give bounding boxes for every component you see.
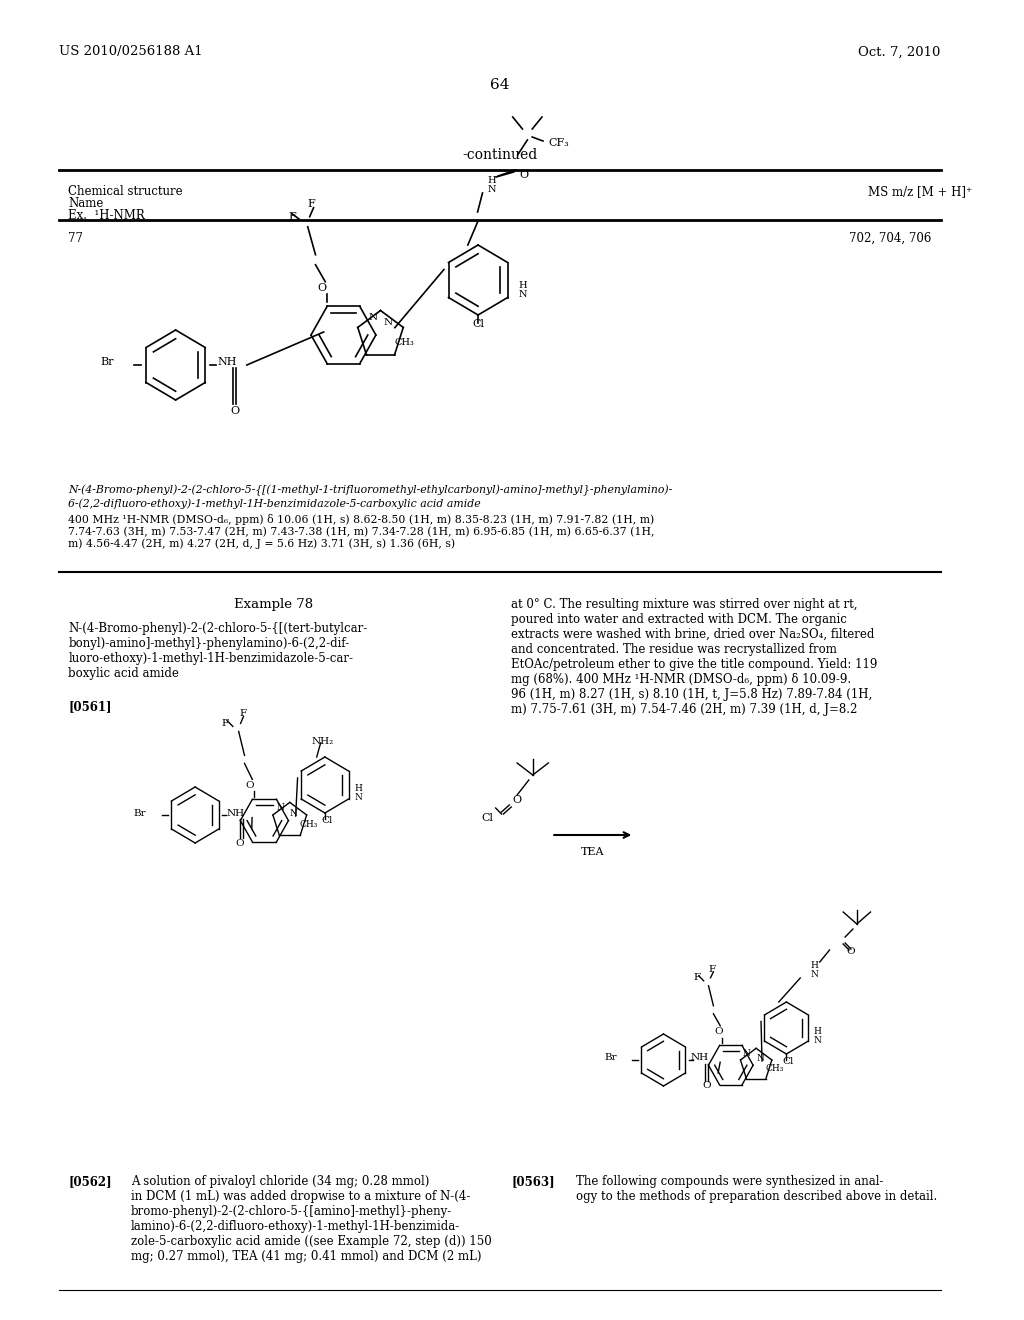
Text: -continued: -continued xyxy=(462,148,538,162)
Text: A solution of pivaloyl chloride (34 mg; 0.28 mmol)
in DCM (1 mL) was added dropw: A solution of pivaloyl chloride (34 mg; … xyxy=(131,1175,492,1263)
Text: O: O xyxy=(317,282,327,293)
Text: The following compounds were synthesized in anal-
ogy to the methods of preparat: The following compounds were synthesized… xyxy=(575,1175,937,1203)
Text: [0563]: [0563] xyxy=(511,1175,555,1188)
Text: Cl: Cl xyxy=(782,1057,794,1067)
Text: 64: 64 xyxy=(489,78,509,92)
Text: N: N xyxy=(384,318,393,327)
Text: N: N xyxy=(742,1049,751,1057)
Text: Oct. 7, 2010: Oct. 7, 2010 xyxy=(858,45,941,58)
Text: H
N: H N xyxy=(487,177,496,194)
Text: CF₃: CF₃ xyxy=(549,139,569,148)
Text: NH₂: NH₂ xyxy=(311,737,334,746)
Text: [0562]: [0562] xyxy=(69,1175,112,1188)
Text: N: N xyxy=(290,809,298,818)
Text: O: O xyxy=(702,1081,711,1090)
Text: NH: NH xyxy=(217,356,238,367)
Text: MS m/z [M + H]⁺: MS m/z [M + H]⁺ xyxy=(868,185,973,198)
Text: F: F xyxy=(239,709,246,718)
Text: CH₃: CH₃ xyxy=(394,338,414,347)
Text: NH: NH xyxy=(691,1053,709,1063)
Text: O: O xyxy=(230,405,240,416)
Text: CH₃: CH₃ xyxy=(766,1064,784,1073)
Text: 77: 77 xyxy=(69,232,83,246)
Text: Cl: Cl xyxy=(482,813,494,822)
Text: H
N: H N xyxy=(518,281,526,298)
Text: 702, 704, 706: 702, 704, 706 xyxy=(849,232,931,246)
Text: F: F xyxy=(288,211,296,222)
Text: N-(4-Bromo-phenyl)-2-(2-chloro-5-{[(tert-butylcar-
bonyl)-amino]-methyl}-phenyla: N-(4-Bromo-phenyl)-2-(2-chloro-5-{[(tert… xyxy=(69,622,368,680)
Text: N: N xyxy=(276,804,284,812)
Text: N-(4-Bromo-phenyl)-2-(2-chloro-5-{[(1-methyl-1-trifluoromethyl-ethylcarbonyl)-am: N-(4-Bromo-phenyl)-2-(2-chloro-5-{[(1-me… xyxy=(69,484,673,508)
Text: Cl: Cl xyxy=(322,816,333,825)
Text: O: O xyxy=(236,838,245,847)
Text: F: F xyxy=(221,719,228,727)
Text: O: O xyxy=(245,781,254,789)
Text: Name: Name xyxy=(69,197,103,210)
Text: at 0° C. The resulting mixture was stirred over night at rt,
poured into water a: at 0° C. The resulting mixture was stirr… xyxy=(511,598,878,715)
Text: Cl: Cl xyxy=(472,319,484,329)
Text: N: N xyxy=(756,1053,764,1063)
Text: O: O xyxy=(513,795,521,805)
Text: O: O xyxy=(520,170,529,180)
Text: Chemical structure: Chemical structure xyxy=(69,185,183,198)
Text: Br: Br xyxy=(604,1053,616,1063)
Text: Br: Br xyxy=(134,808,146,817)
Text: NH: NH xyxy=(226,808,245,817)
Text: US 2010/0256188 A1: US 2010/0256188 A1 xyxy=(58,45,202,58)
Text: H
N: H N xyxy=(810,961,818,978)
Text: CH₃: CH₃ xyxy=(300,820,317,829)
Text: O: O xyxy=(714,1027,723,1036)
Text: H
N: H N xyxy=(814,1027,821,1044)
Text: N: N xyxy=(369,313,377,322)
Text: TEA: TEA xyxy=(581,847,604,857)
Text: Br: Br xyxy=(100,356,114,367)
Text: Example 78: Example 78 xyxy=(233,598,312,611)
Text: F: F xyxy=(693,973,700,982)
Text: F: F xyxy=(709,965,716,974)
Text: H
N: H N xyxy=(354,784,362,801)
Text: 400 MHz ¹H-NMR (DMSO-d₆, ppm) δ 10.06 (1H, s) 8.62-8.50 (1H, m) 8.35-8.23 (1H, m: 400 MHz ¹H-NMR (DMSO-d₆, ppm) δ 10.06 (1… xyxy=(69,513,654,549)
Text: Ex.  ¹H-NMR: Ex. ¹H-NMR xyxy=(69,209,145,222)
Text: O: O xyxy=(847,948,855,957)
Text: F: F xyxy=(308,199,315,209)
Text: [0561]: [0561] xyxy=(69,700,112,713)
